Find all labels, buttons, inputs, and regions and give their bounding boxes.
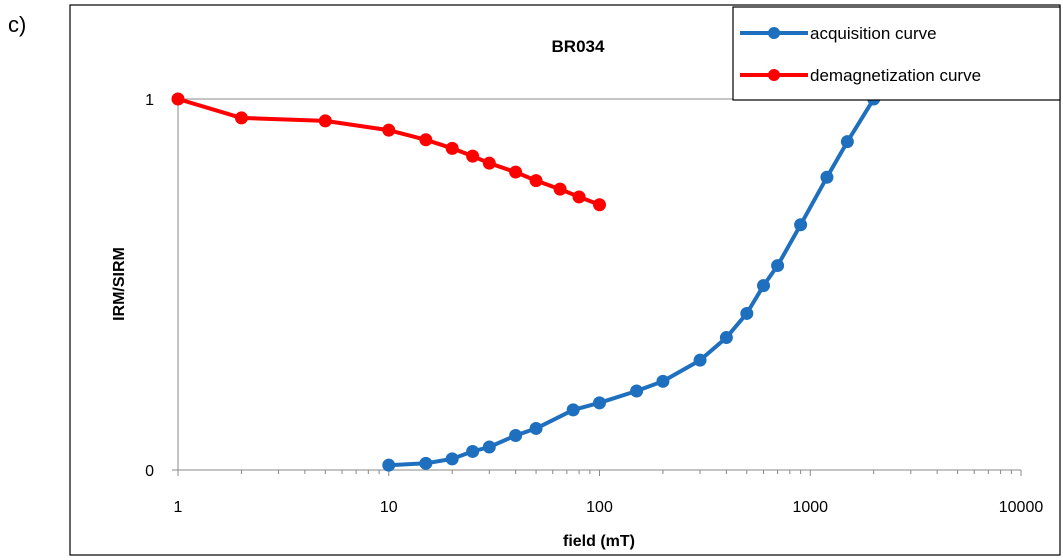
data-point	[382, 123, 396, 137]
series-acquisition	[382, 92, 881, 472]
data-point	[693, 353, 707, 367]
legend-swatch-demagnetization-marker	[768, 69, 780, 81]
x-tick-label: 100	[586, 499, 613, 516]
chart-title: BR034	[552, 37, 605, 56]
data-point	[382, 458, 396, 472]
data-point	[820, 170, 834, 184]
data-point	[509, 428, 523, 442]
data-point	[234, 111, 248, 125]
data-point	[566, 403, 580, 417]
data-point	[740, 306, 754, 320]
data-point	[572, 190, 586, 204]
series-layer	[171, 92, 881, 472]
data-point	[466, 444, 480, 458]
x-axis-ticks: 1 10 100 1000 10000	[174, 470, 1044, 516]
y-axis-title: IRM/SIRM	[111, 247, 128, 321]
data-point	[482, 156, 496, 170]
data-point	[509, 165, 523, 179]
data-point	[419, 133, 433, 147]
data-point	[553, 182, 567, 196]
data-point	[630, 384, 644, 398]
data-point	[445, 141, 459, 155]
data-point	[482, 440, 496, 454]
legend-swatch-acquisition-marker	[768, 27, 780, 39]
data-point	[445, 452, 459, 466]
legend-label-demagnetization: demagnetization curve	[810, 66, 981, 85]
y-tick-label: 1	[145, 92, 154, 109]
data-point	[593, 198, 606, 212]
legend-box	[732, 6, 1061, 101]
data-point	[318, 114, 332, 128]
x-tick-label: 10	[380, 499, 398, 516]
data-point	[840, 135, 854, 149]
series-demagnetization	[171, 92, 606, 212]
data-point	[656, 374, 670, 388]
data-point	[593, 396, 606, 410]
data-point	[771, 259, 785, 273]
legend: acquisition curve demagnetization curve	[732, 6, 1061, 101]
x-tick-label: 1000	[792, 499, 828, 516]
data-point	[419, 456, 433, 470]
data-point	[529, 421, 543, 435]
x-axis-title: field (mT)	[563, 533, 635, 550]
data-point	[171, 92, 185, 106]
data-point	[794, 218, 808, 232]
legend-label-acquisition: acquisition curve	[810, 24, 937, 43]
y-tick-label: 0	[145, 463, 154, 480]
data-point	[756, 279, 770, 293]
panel-label: c)	[8, 12, 27, 37]
data-point	[466, 149, 480, 163]
x-tick-label: 10000	[999, 499, 1044, 516]
data-point	[529, 174, 543, 188]
data-point	[719, 331, 733, 345]
x-tick-label: 1	[174, 499, 183, 516]
